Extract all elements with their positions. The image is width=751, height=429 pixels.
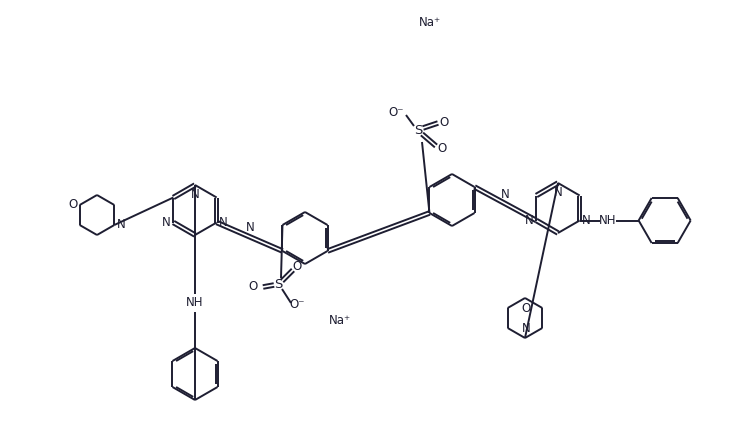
Text: O: O xyxy=(521,302,531,314)
Text: Na⁺: Na⁺ xyxy=(419,15,441,28)
Text: O⁻: O⁻ xyxy=(289,299,305,311)
Text: O: O xyxy=(439,117,448,130)
Text: N: N xyxy=(522,321,530,335)
Text: S: S xyxy=(414,124,422,136)
Text: N: N xyxy=(582,214,591,227)
Text: O: O xyxy=(249,281,258,293)
Text: NH: NH xyxy=(599,214,617,227)
Text: O: O xyxy=(292,260,302,272)
Text: N: N xyxy=(246,221,255,234)
Text: O⁻: O⁻ xyxy=(388,106,404,118)
Text: N: N xyxy=(219,216,228,229)
Text: O: O xyxy=(68,199,77,211)
Text: N: N xyxy=(162,216,170,229)
Text: N: N xyxy=(525,214,534,227)
Text: Na⁺: Na⁺ xyxy=(329,314,351,326)
Text: N: N xyxy=(191,188,199,202)
Text: N: N xyxy=(117,218,125,232)
Text: O: O xyxy=(437,142,447,154)
Text: S: S xyxy=(274,278,282,291)
Text: NH: NH xyxy=(186,296,204,309)
Text: N: N xyxy=(501,188,510,201)
Text: N: N xyxy=(553,187,562,199)
